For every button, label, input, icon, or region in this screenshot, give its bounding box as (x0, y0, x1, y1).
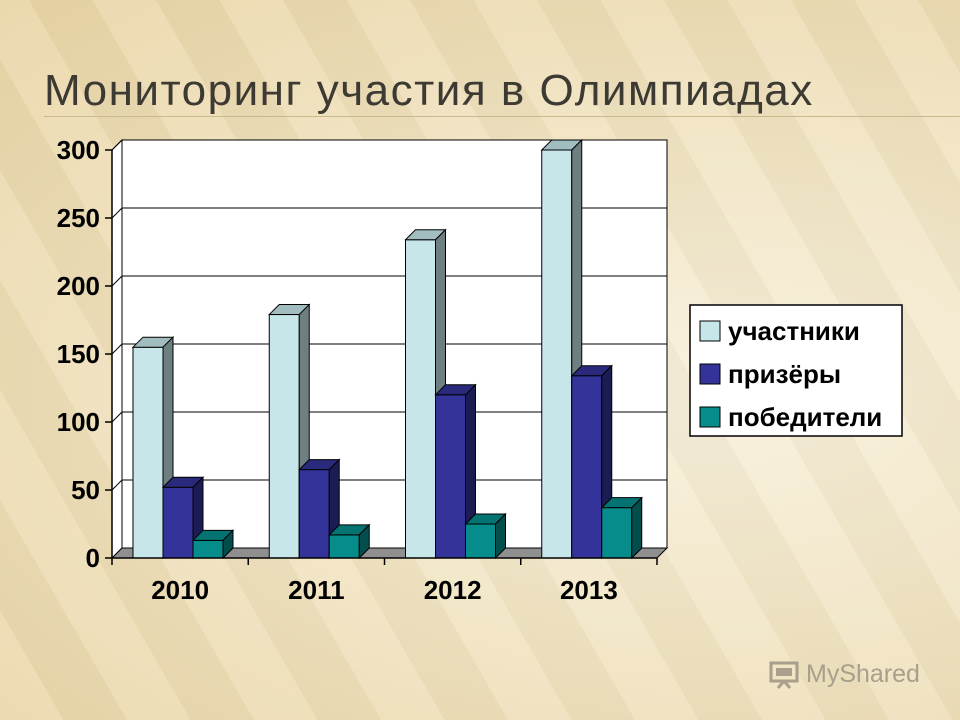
presentation-icon (769, 661, 799, 689)
bar-side (358, 523, 370, 560)
x-tick-label: 2013 (560, 575, 618, 605)
legend-label: призёры (728, 359, 841, 389)
bar-front (465, 523, 496, 559)
bar-side (631, 496, 643, 560)
y-tick-label: 250 (57, 203, 100, 233)
watermark-text: MyShared (806, 659, 920, 688)
legend-label: участники (728, 316, 860, 346)
title-underline (44, 116, 960, 117)
gridline-side (111, 411, 123, 423)
bar-front (192, 539, 224, 559)
x-tick-label: 2011 (288, 575, 344, 605)
bar-front (601, 507, 633, 559)
legend-swatch (699, 363, 721, 385)
y-tick-label: 300 (57, 135, 100, 165)
y-tick-label: 0 (86, 543, 100, 573)
slide-title: Мониторинг участия в Олимпиадах (44, 66, 814, 115)
y-tick-label: 100 (57, 407, 100, 437)
bar-front (268, 314, 300, 559)
legend-box (689, 304, 903, 437)
y-tick-label: 50 (71, 475, 100, 505)
bar-front (571, 375, 603, 559)
bar-front (162, 486, 194, 559)
watermark: MyShared (768, 656, 920, 692)
bar-side (495, 512, 506, 560)
bar-front (132, 346, 164, 559)
y-tick-label: 150 (57, 339, 100, 369)
bar-front (541, 149, 573, 559)
x-tick-label: 2012 (424, 575, 482, 605)
bar-front (405, 239, 436, 559)
y-tick-label: 200 (57, 271, 100, 301)
gridline-side (111, 207, 123, 219)
legend-label: победители (728, 402, 882, 432)
axis-layer: 0 50 100 150 200 250 300 2010 2011 2012 2013 (57, 135, 658, 605)
gridline-side (111, 479, 123, 491)
bar-front (328, 534, 360, 559)
gridline-side (111, 275, 123, 287)
legend-swatch (699, 406, 721, 428)
gridline-side (111, 343, 123, 355)
legend-swatch (699, 320, 721, 342)
bar-front (298, 469, 330, 559)
bar-side (222, 529, 234, 560)
legend: участники призёры победители (689, 304, 903, 437)
bar-front (435, 394, 466, 559)
gridline-side (111, 139, 123, 151)
x-tick-label: 2010 (151, 575, 209, 605)
bars-layer (131, 138, 643, 560)
